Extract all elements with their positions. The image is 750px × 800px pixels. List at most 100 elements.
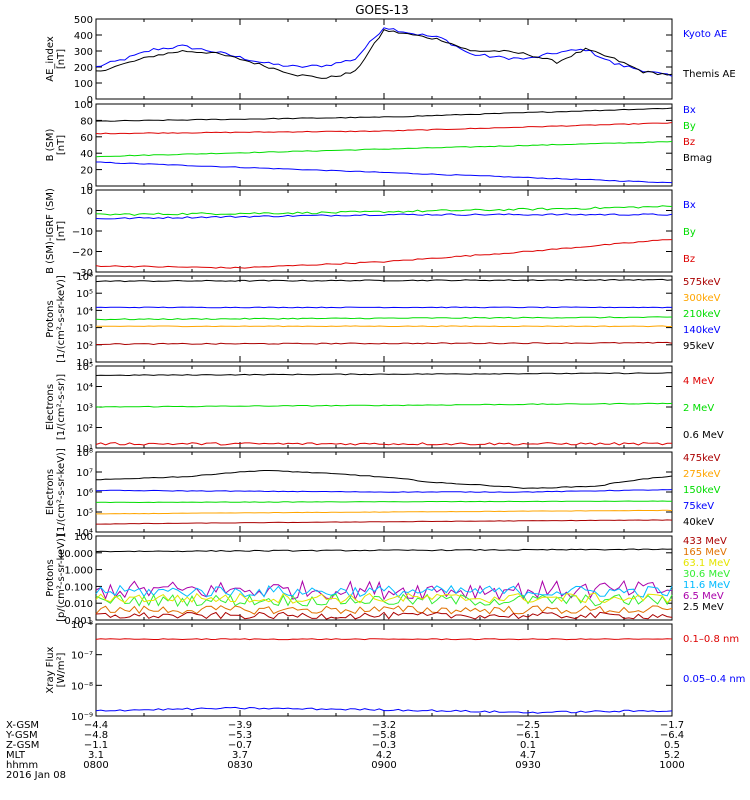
legend-label: Bz — [683, 137, 695, 148]
panel-frame — [95, 189, 673, 273]
legend-label: 75keV — [683, 501, 714, 512]
legend-label: 140keV — [683, 325, 721, 336]
legend-label: 0.05–0.4 nm — [683, 674, 745, 685]
legend-label: Bx — [683, 200, 696, 211]
series-line-0.6-mev — [95, 372, 672, 377]
x-tick-value: −1.1 — [84, 740, 108, 751]
legend-label: Themis AE — [682, 69, 736, 80]
x-tick-value: −5.8 — [372, 730, 396, 741]
x-tick-value: 1000 — [659, 760, 684, 771]
y-tick-label: 80 — [80, 116, 93, 127]
y-tick-label: 10⁷ — [76, 468, 93, 479]
legend-label: 95keV — [683, 341, 714, 352]
x-tick-value: −3.2 — [372, 720, 396, 731]
x-tick-value: −5.3 — [228, 730, 252, 741]
legend-label: 575keV — [683, 277, 721, 288]
legend-label: 0.6 MeV — [683, 430, 724, 441]
series-line-40kev — [96, 470, 673, 489]
panel-2: −30 −20 −10 0 10 B (SM)-IGRF (SM) [nT] Bx By Bz — [45, 186, 696, 279]
y-axis-label: AE_index — [45, 36, 56, 82]
series-line-0.1-0.8-nm — [95, 638, 673, 641]
y-axis-label: Xray Flux — [45, 646, 56, 693]
date-label: 2016 Jan 08 — [6, 770, 66, 781]
x-tick-value: 0800 — [83, 760, 108, 771]
x-tick-value: 4.2 — [376, 750, 392, 761]
y-tick-label: 10¹ — [76, 444, 93, 455]
legend-label: 63.1 MeV — [683, 558, 730, 569]
legend-label: 165 MeV — [683, 547, 727, 558]
panel-frame — [95, 18, 673, 100]
series-line-bmag — [95, 107, 673, 122]
y-tick-label: −20 — [72, 248, 93, 259]
x-row-label: MLT — [6, 750, 26, 761]
y-tick-label: 10⁵ — [76, 289, 93, 300]
y-tick-label: 200 — [74, 63, 93, 74]
y-tick-label: 0.001 — [64, 616, 93, 627]
series-line-95kev — [95, 278, 673, 283]
x-tick-value: −4.8 — [84, 730, 108, 741]
y-axis-label: Electrons — [45, 384, 56, 430]
y-tick-label: 0 — [87, 182, 93, 193]
y-tick-label: 10⁻⁷ — [71, 651, 93, 662]
y-tick-label: 20 — [80, 166, 93, 177]
series-line-bz — [95, 122, 673, 135]
y-axis-label: [p/(cm²-s-sr-keV)] — [56, 534, 67, 622]
x-row-label: hhmm — [6, 760, 38, 771]
y-axis-label: [1/(cm²-s-sr-keV)] — [56, 275, 67, 363]
x-tick-value: −0.3 — [372, 740, 396, 751]
legend-label: 4 MeV — [683, 376, 714, 387]
plot-title: GOES-13 — [355, 3, 409, 17]
x-tick-value: 0.5 — [664, 740, 680, 751]
panel-0: 0 100 200 300 400 500 AE_index [nT] Kyoto AE Them… — [45, 15, 736, 106]
series-line-300kev — [95, 325, 672, 328]
series-line-575kev — [96, 341, 673, 346]
panel-6: 0.001 0.010 0.100 1.000 10.000 100 Protons [p/(… — [45, 532, 730, 627]
y-tick-label: 10⁵ — [76, 362, 93, 373]
y-tick-label: 10⁴ — [76, 306, 93, 317]
series-line-kyoto-ae — [95, 27, 673, 77]
y-axis-label: Protons — [45, 300, 56, 337]
y-tick-label: 10¹ — [76, 358, 93, 369]
y-tick-label: −10 — [72, 227, 93, 238]
x-tick-value: 4.7 — [520, 750, 536, 761]
y-tick-label: 100 — [74, 79, 93, 90]
series-line-by — [95, 141, 673, 158]
y-tick-label: 10⁵ — [76, 508, 93, 519]
legend-label: By — [683, 121, 696, 132]
y-tick-label: 10⁻⁹ — [71, 712, 93, 723]
legend-label: 6.5 MeV — [683, 591, 724, 602]
series-line-210kev — [95, 316, 673, 321]
legend-label: By — [683, 227, 696, 238]
series-line-75kev — [95, 489, 673, 493]
series-line-63.1-mev — [95, 592, 673, 604]
y-tick-label: 0 — [87, 207, 93, 218]
y-tick-label: 10⁶ — [76, 488, 93, 499]
y-tick-label: 100 — [74, 532, 93, 543]
y-axis-label: B (SM)-IGRF (SM) — [45, 188, 56, 274]
series-line-11.6-mev — [95, 584, 673, 599]
legend-label: Kyoto AE — [683, 29, 727, 40]
series-line-by — [95, 205, 673, 216]
y-tick-label: 10³ — [76, 403, 93, 414]
series-line-150kev — [95, 500, 673, 504]
panel-3: 10¹ 10² 10³ 10⁴ 10⁵ 10⁶ Protons [1/(cm²-s-sr-ke… — [45, 272, 721, 369]
y-axis-label: B (SM) — [45, 128, 56, 161]
legend-label: 275keV — [683, 469, 721, 480]
x-tick-value: −2.5 — [516, 720, 540, 731]
y-tick-label: 100 — [74, 100, 93, 111]
y-tick-label: 400 — [74, 31, 93, 42]
y-tick-label: 10⁶ — [76, 272, 93, 283]
legend-label: Bx — [683, 105, 696, 116]
x-tick-value: −6.4 — [660, 730, 684, 741]
y-tick-label: 10 — [80, 186, 93, 197]
y-tick-label: 10² — [76, 424, 93, 435]
series-line-433-mev — [95, 611, 673, 620]
x-tick-value: 5.2 — [664, 750, 680, 761]
x-row-label: Z-GSM — [6, 740, 39, 751]
series-line-475kev — [96, 519, 673, 525]
legend-label: 2 MeV — [683, 403, 714, 414]
series-line-bz — [95, 239, 673, 269]
panel-frame — [95, 365, 673, 449]
